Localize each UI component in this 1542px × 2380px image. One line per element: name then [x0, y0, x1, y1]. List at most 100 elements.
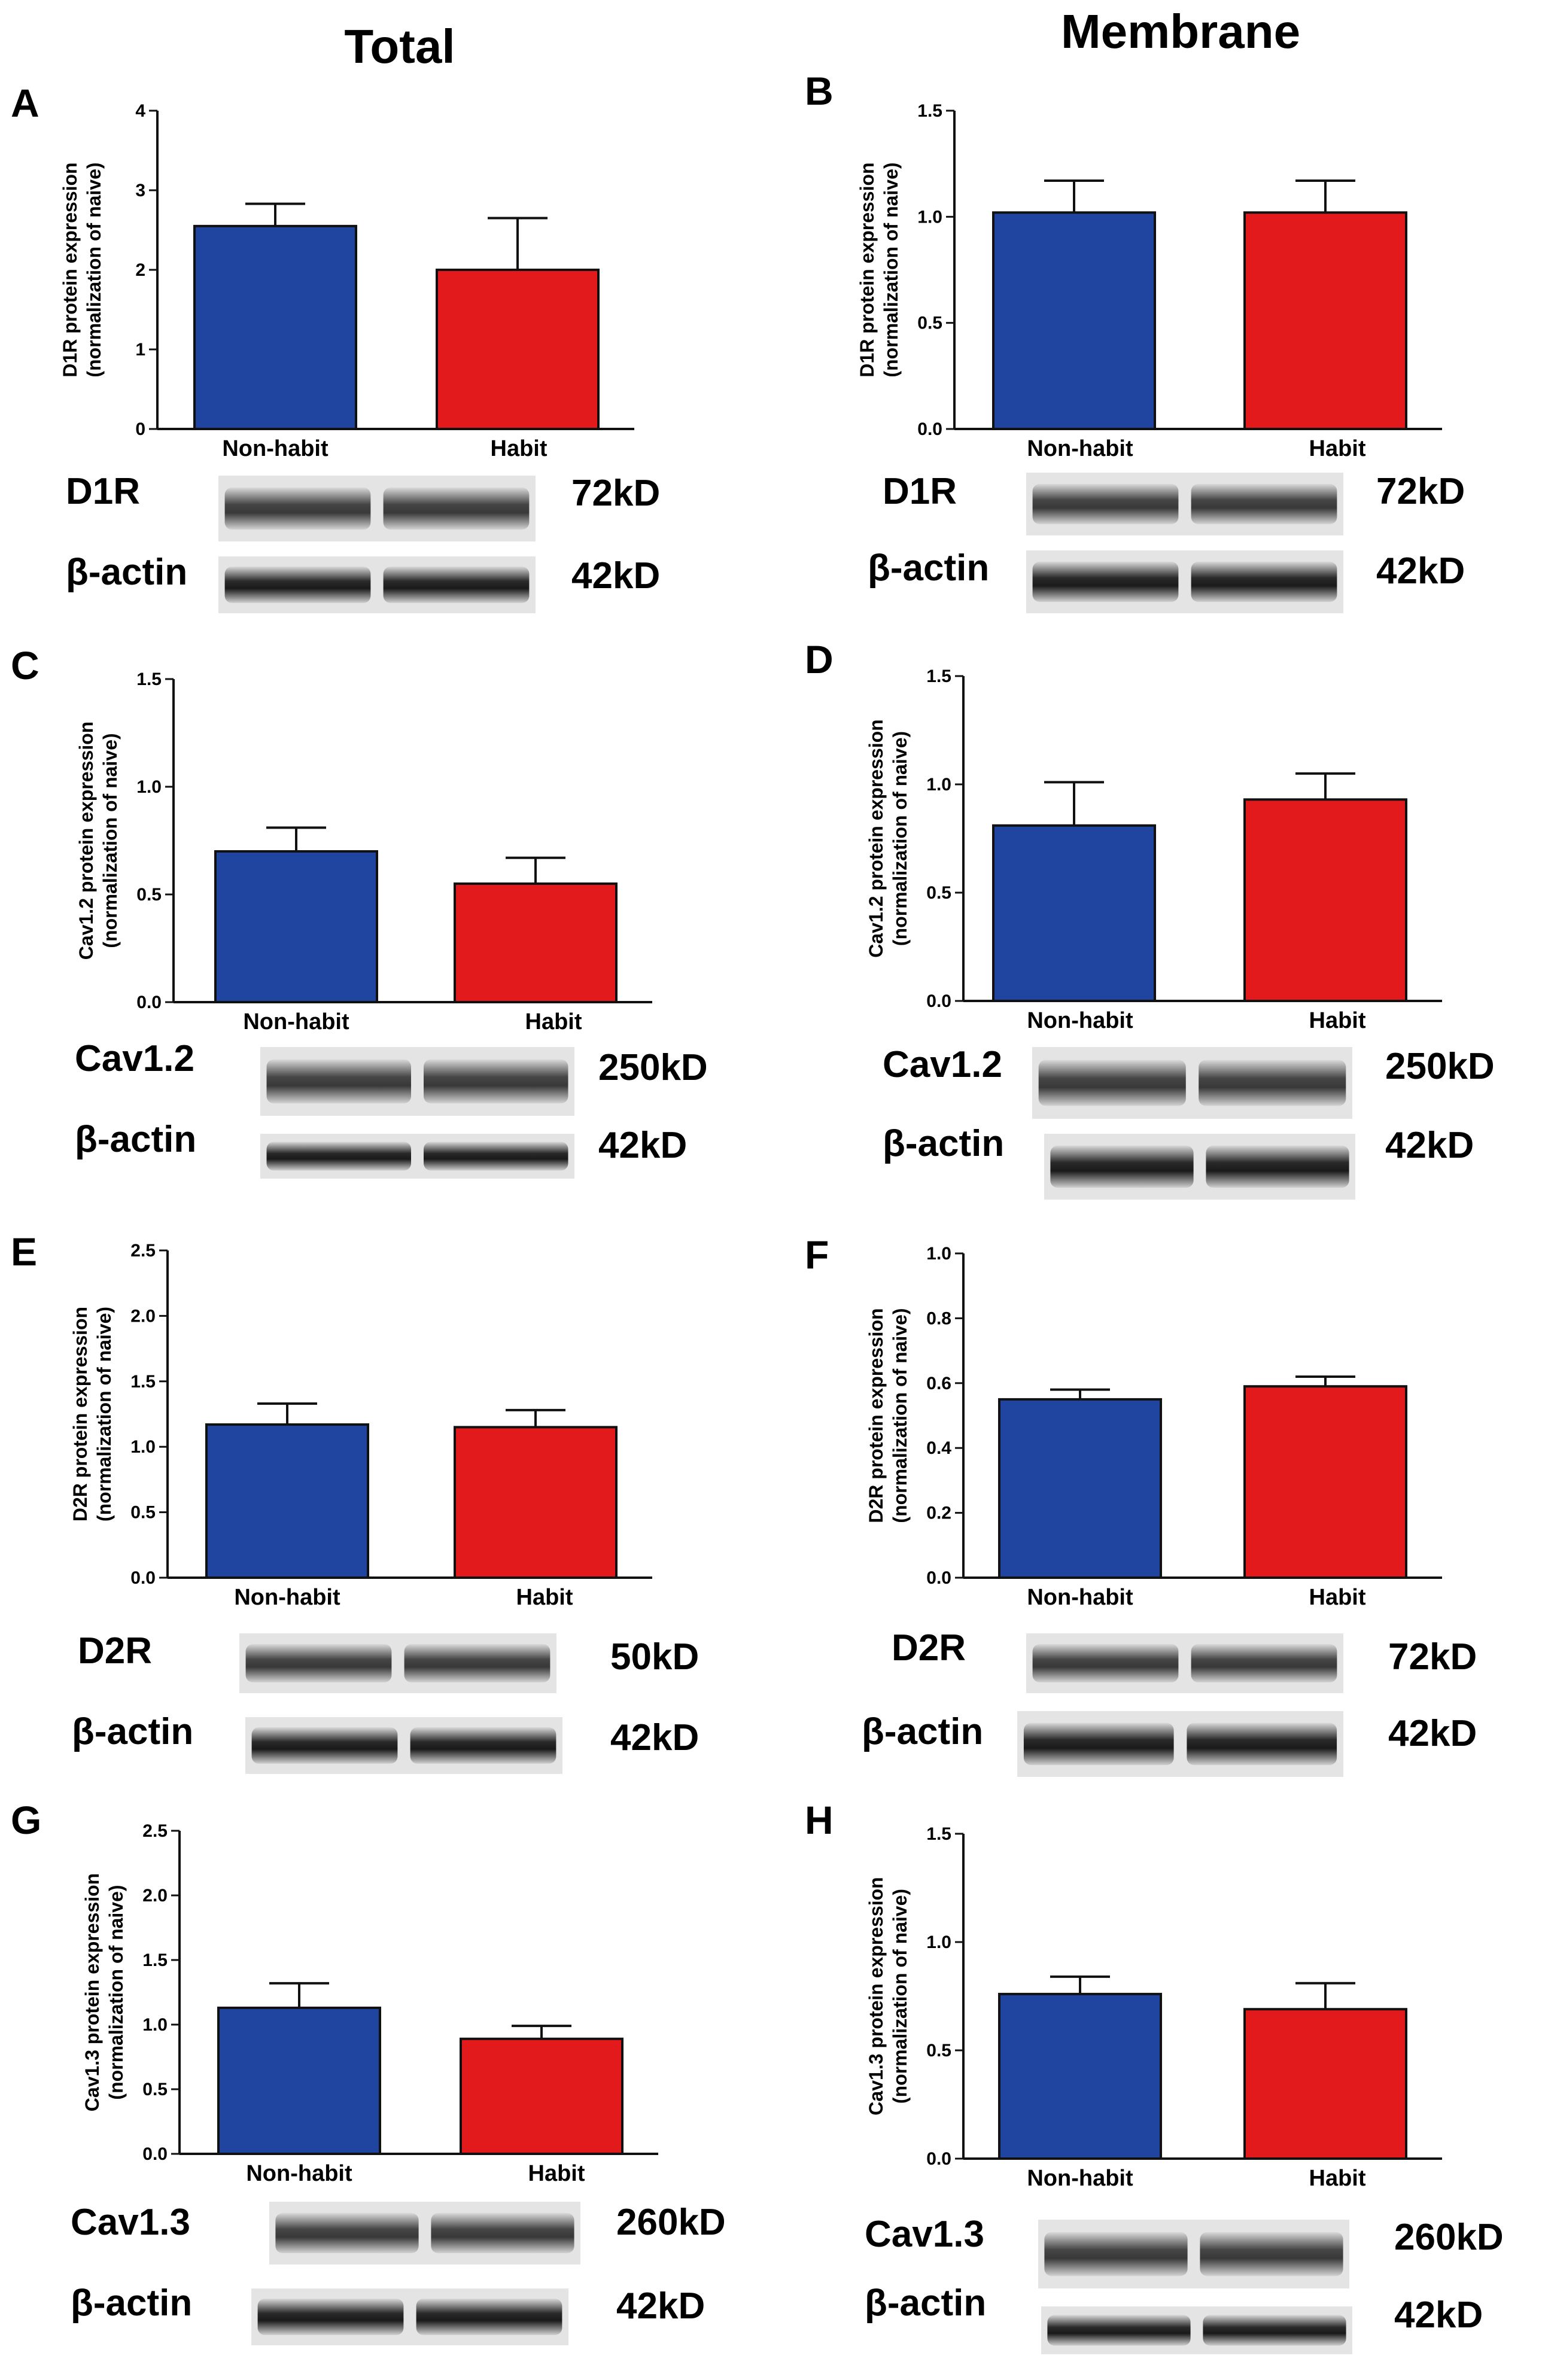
y-tick-label: 2.5 — [142, 1821, 168, 1841]
category-label: Non-habit — [234, 1585, 340, 1610]
y-axis-sublabel: (normalization of naive) — [93, 1307, 115, 1521]
y-tick-label: 2.0 — [130, 1306, 156, 1326]
blot-kd-label: 42kD — [616, 2285, 705, 2327]
y-axis-sublabel: (normalization of naive) — [105, 1885, 127, 2099]
blot-band — [404, 1644, 551, 1682]
panel-g: G 0.0 0.5 1.0 1.5 2.0 2.5 Cav1.3 protein expres… — [11, 1798, 726, 2345]
y-tick-label: 1.0 — [926, 1932, 951, 1952]
blot-kd-label: 42kD — [610, 1717, 699, 1758]
panel-h: H 0.0 0.5 1.0 1.5 Cav1.3 protein expression (n… — [805, 1798, 1504, 2354]
bar-habit — [460, 2037, 624, 2156]
y-tick-label: 0.0 — [926, 1568, 951, 1588]
blot-kd-label: 260kD — [616, 2202, 726, 2243]
y-tick-label: 0.4 — [926, 1438, 951, 1458]
blot-band — [416, 2299, 562, 2335]
y-axis-label: Cav1.2 protein expression — [75, 722, 97, 960]
y-axis-label: D2R protein expression — [69, 1307, 91, 1521]
category-label: Habit — [1309, 436, 1366, 461]
y-tick-label: 0.0 — [926, 991, 951, 1011]
blot-band — [1044, 2232, 1188, 2276]
category-label: Non-habit — [1027, 2166, 1133, 2191]
panel-letter: H — [805, 1798, 834, 1842]
y-axis-sublabel: (normalization of naive) — [83, 162, 105, 377]
y-tick-label: 0.5 — [917, 314, 942, 333]
blot-protein-label: β-actin — [868, 547, 989, 589]
y-axis-label: D2R protein expression — [865, 1308, 887, 1523]
y-tick-label: 0.5 — [926, 883, 951, 903]
blot-kd-label: 260kD — [1394, 2217, 1504, 2258]
bar-non-habit — [998, 1398, 1162, 1579]
panel-c: C 0.0 0.5 1.0 1.5 Cav1.2 protein expression (n… — [11, 643, 708, 1179]
bar-non-habit — [217, 2006, 381, 2155]
y-tick-label: 1.5 — [142, 1950, 168, 1970]
category-label: Habit — [525, 1009, 582, 1034]
blot-kd-label: 42kD — [1385, 1125, 1474, 1166]
category-label: Non-habit — [246, 2161, 352, 2186]
column-title-membrane: Membrane — [1061, 5, 1300, 58]
y-tick-label: 0.5 — [142, 2080, 168, 2099]
blot-band — [1032, 483, 1179, 525]
bar-non-habit — [193, 224, 357, 430]
y-tick-label: 0.0 — [136, 993, 162, 1012]
blot-protein-label: D1R — [883, 471, 957, 512]
blot-protein-label: D1R — [66, 471, 140, 512]
category-label: Non-habit — [1027, 436, 1133, 461]
blot-protein-label: β-actin — [862, 1711, 983, 1752]
y-tick-label: 0.8 — [926, 1308, 951, 1328]
blot-kd-label: 42kD — [598, 1125, 687, 1166]
y-axis-sublabel: (normalization of naive) — [889, 731, 911, 946]
blot-band — [1023, 1722, 1174, 1766]
blot-band — [275, 2212, 419, 2254]
panel-e: E 0.0 0.5 1.0 1.5 2.0 2.5 D2R protein expressio… — [11, 1229, 699, 1774]
y-tick-label: 0.5 — [136, 885, 162, 905]
blot-band — [424, 1142, 568, 1171]
blot-protein-label: Cav1.2 — [75, 1038, 194, 1079]
blot-band — [1047, 2315, 1191, 2346]
y-tick-label: 4 — [135, 101, 145, 121]
category-label: Habit — [516, 1585, 573, 1610]
blot-kd-label: 250kD — [598, 1047, 708, 1088]
y-tick-label: 1.0 — [136, 777, 162, 797]
blot-band — [424, 1059, 568, 1104]
y-axis-label: Cav1.2 protein expression — [865, 719, 887, 957]
y-tick-label: 0.5 — [926, 2041, 951, 2061]
bar-habit — [454, 1426, 618, 1579]
blot-kd-label: 42kD — [1376, 550, 1465, 592]
blot-band — [224, 567, 371, 603]
y-tick-label: 1.0 — [142, 2015, 168, 2035]
blot-protein-label: β-actin — [865, 2282, 986, 2324]
panel-a: A 0 1 2 3 4 D1R protein expression (normalizati… — [11, 81, 660, 613]
panel-letter: B — [805, 69, 834, 113]
y-axis-label: D1R protein expression — [856, 162, 878, 377]
blot-kd-label: 250kD — [1385, 1046, 1495, 1087]
blot-band — [431, 2212, 574, 2254]
blot-band — [1199, 1060, 1346, 1106]
category-label: Non-habit — [1027, 1585, 1133, 1610]
blot-band — [1050, 1145, 1194, 1188]
bar-non-habit — [992, 211, 1156, 430]
blot-protein-label: β-actin — [71, 2282, 192, 2324]
blot-kd-label: 72kD — [571, 473, 660, 514]
blot-band — [266, 1142, 411, 1171]
panel-letter: D — [805, 637, 834, 681]
panel-letter: F — [805, 1232, 829, 1277]
category-label: Habit — [1309, 1008, 1366, 1033]
category-label: Habit — [491, 436, 548, 461]
blot-band — [383, 567, 530, 603]
blot-protein-label: β-actin — [883, 1123, 1004, 1164]
y-tick-label: 1.5 — [130, 1372, 156, 1392]
bar-habit — [436, 269, 600, 430]
panel-letter: E — [11, 1229, 37, 1274]
y-tick-label: 1.5 — [926, 666, 951, 686]
bar-habit — [1243, 2008, 1407, 2160]
y-tick-label: 2 — [135, 260, 145, 280]
y-tick-label: 1.0 — [926, 1244, 951, 1264]
panel-f: F 0.0 0.2 0.4 0.6 0.8 1.0 D2R protein expressio… — [805, 1232, 1477, 1777]
y-tick-label: 1.5 — [136, 669, 162, 689]
blot-band — [1200, 2232, 1343, 2276]
blot-kd-label: 72kD — [1388, 1636, 1477, 1678]
bar-habit — [1243, 1385, 1407, 1579]
y-axis-sublabel: (normalization of naive) — [889, 1308, 911, 1523]
